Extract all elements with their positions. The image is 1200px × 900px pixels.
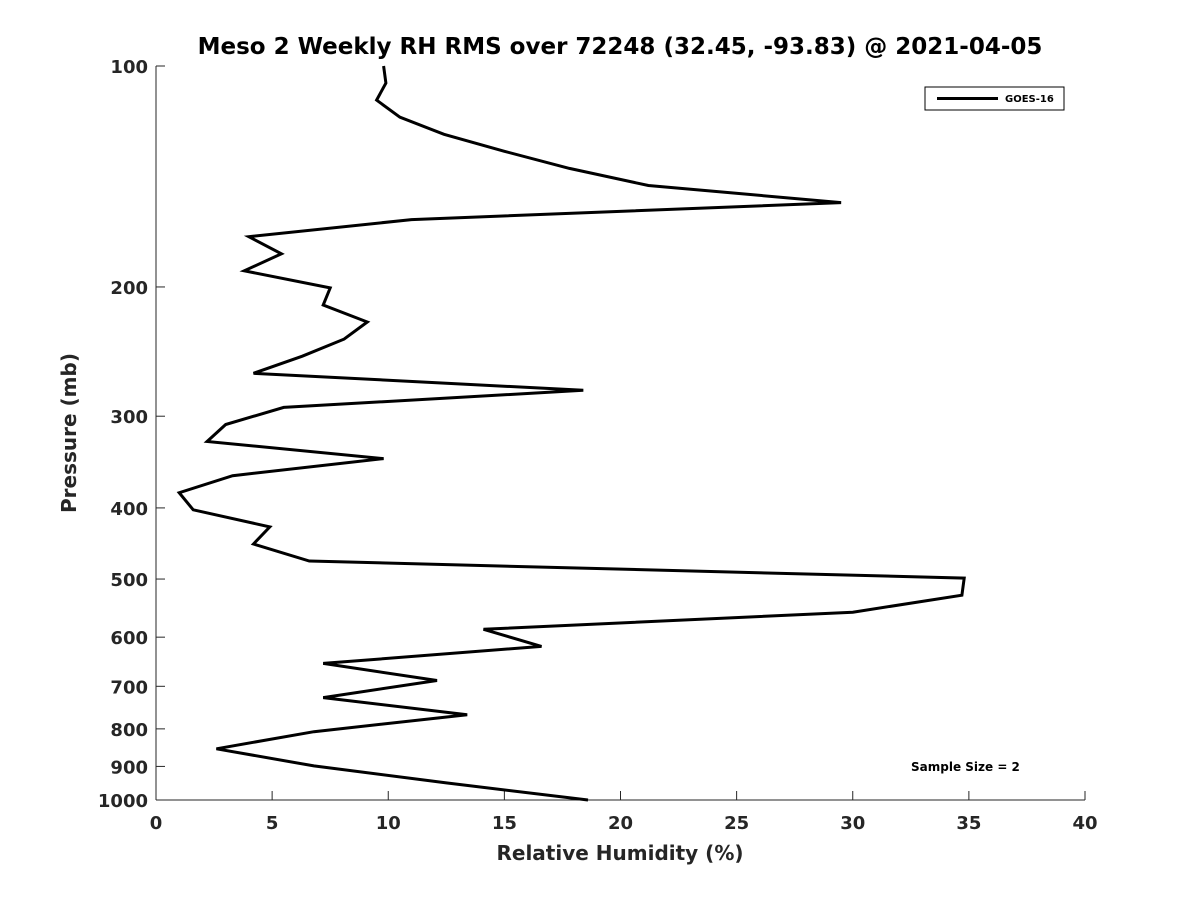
series-line-goes-16 bbox=[176, 65, 966, 802]
chart-title: Meso 2 Weekly RH RMS over 72248 (32.45, … bbox=[198, 34, 1043, 60]
x-tick-label: 10 bbox=[376, 813, 401, 834]
series-group bbox=[176, 65, 966, 802]
y-tick-label: 100 bbox=[110, 57, 148, 78]
x-tick-label: 25 bbox=[724, 813, 749, 834]
y-tick-label: 400 bbox=[110, 499, 148, 520]
y-tick-label: 200 bbox=[110, 278, 148, 299]
legend-label-goes-16: GOES-16 bbox=[1005, 94, 1054, 105]
y-axis-label: Pressure (mb) bbox=[57, 353, 81, 513]
x-axis-label: Relative Humidity (%) bbox=[496, 841, 743, 865]
y-axis-ticks: 100 200 300 400 500 600 700 800 900 1000 bbox=[98, 57, 165, 812]
x-tick-label: 20 bbox=[608, 813, 633, 834]
y-tick-label: 700 bbox=[110, 677, 148, 698]
y-tick-label: 900 bbox=[110, 757, 148, 778]
y-tick-label: 500 bbox=[110, 570, 148, 591]
x-tick-label: 40 bbox=[1072, 813, 1097, 834]
y-tick-label: 1000 bbox=[98, 791, 148, 812]
sample-size-annotation: Sample Size = 2 bbox=[911, 760, 1020, 774]
y-tick-label: 300 bbox=[110, 407, 148, 428]
y-tick-label: 600 bbox=[110, 628, 148, 649]
x-axis-ticks: 0 5 10 15 20 25 30 35 40 bbox=[150, 791, 1098, 834]
x-tick-label: 5 bbox=[266, 813, 279, 834]
x-tick-label: 0 bbox=[150, 813, 163, 834]
axes bbox=[155, 66, 1085, 801]
y-tick-label: 800 bbox=[110, 720, 148, 741]
x-tick-label: 35 bbox=[956, 813, 981, 834]
x-tick-label: 15 bbox=[492, 813, 517, 834]
legend: GOES-16 bbox=[924, 86, 1065, 111]
x-tick-label: 30 bbox=[840, 813, 865, 834]
